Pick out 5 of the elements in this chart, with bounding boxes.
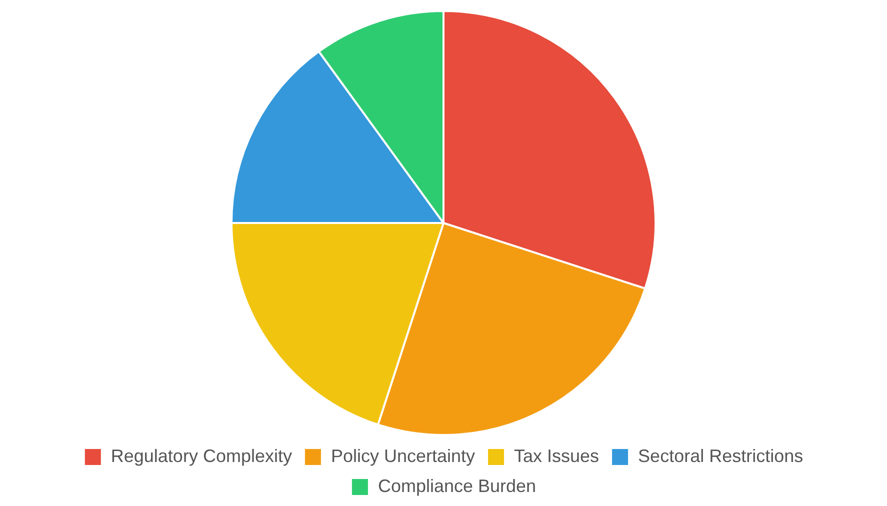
legend-label: Compliance Burden <box>378 476 536 496</box>
legend-label: Policy Uncertainty <box>330 446 476 466</box>
legend-label: Regulatory Complexity <box>110 446 292 466</box>
legend-label: Tax Issues <box>514 446 600 466</box>
legend-label: Sectoral Restrictions <box>638 446 804 466</box>
